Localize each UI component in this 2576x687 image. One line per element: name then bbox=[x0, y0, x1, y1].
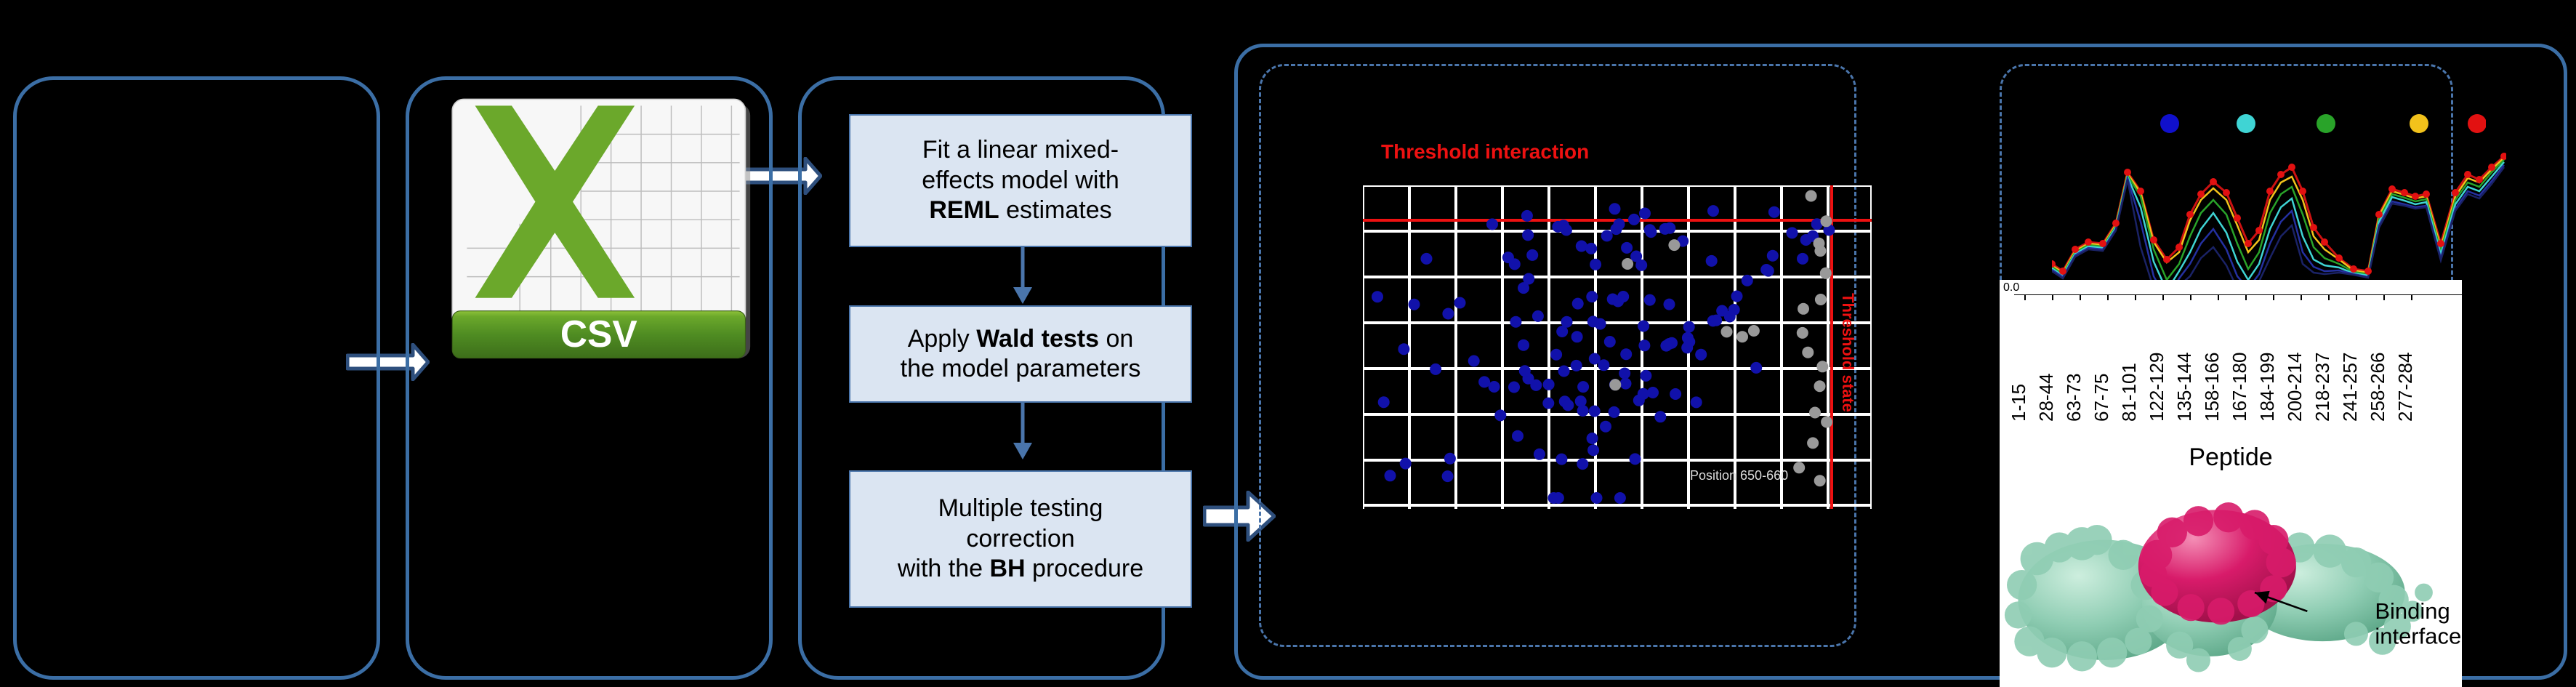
svg-text:81-101: 81-101 bbox=[2118, 363, 2140, 422]
svg-text:258-266: 258-266 bbox=[2367, 353, 2388, 422]
svg-text:Binding: Binding bbox=[2375, 598, 2450, 624]
svg-text:28-44: 28-44 bbox=[2035, 374, 2057, 422]
svg-text:135-144: 135-144 bbox=[2173, 353, 2195, 422]
svg-text:CSV: CSV bbox=[560, 313, 638, 355]
svg-text:277-284: 277-284 bbox=[2394, 353, 2416, 422]
svg-text:Position 650-660: Position 650-660 bbox=[1690, 468, 1788, 483]
svg-text:167-180: 167-180 bbox=[2229, 353, 2250, 422]
svg-text:122-129: 122-129 bbox=[2146, 353, 2168, 422]
svg-text:158-166: 158-166 bbox=[2201, 353, 2223, 422]
svg-text:67-75: 67-75 bbox=[2090, 374, 2112, 422]
svg-text:218-237: 218-237 bbox=[2311, 353, 2333, 422]
svg-text:241-257: 241-257 bbox=[2339, 353, 2361, 422]
svg-text:200-214: 200-214 bbox=[2284, 353, 2306, 422]
svg-text:1-15: 1-15 bbox=[2011, 384, 2029, 422]
svg-text:184-199: 184-199 bbox=[2256, 353, 2278, 422]
svg-text:63-73: 63-73 bbox=[2063, 374, 2085, 422]
svg-text:interface: interface bbox=[2375, 623, 2461, 648]
svg-text:Threshold state: Threshold state bbox=[1839, 293, 1857, 412]
